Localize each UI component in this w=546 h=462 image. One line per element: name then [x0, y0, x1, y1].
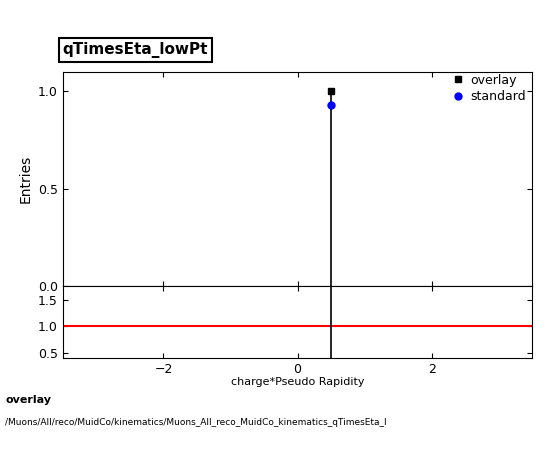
Legend: overlay, standard: overlay, standard — [452, 73, 526, 103]
Y-axis label: Entries: Entries — [19, 155, 32, 203]
X-axis label: charge*Pseudo Rapidity: charge*Pseudo Rapidity — [231, 377, 364, 387]
Text: overlay: overlay — [5, 395, 51, 405]
Text: /Muons/All/reco/MuidCo/kinematics/Muons_All_reco_MuidCo_kinematics_qTimesEta_l: /Muons/All/reco/MuidCo/kinematics/Muons_… — [5, 418, 387, 427]
Text: qTimesEta_lowPt: qTimesEta_lowPt — [63, 42, 208, 58]
